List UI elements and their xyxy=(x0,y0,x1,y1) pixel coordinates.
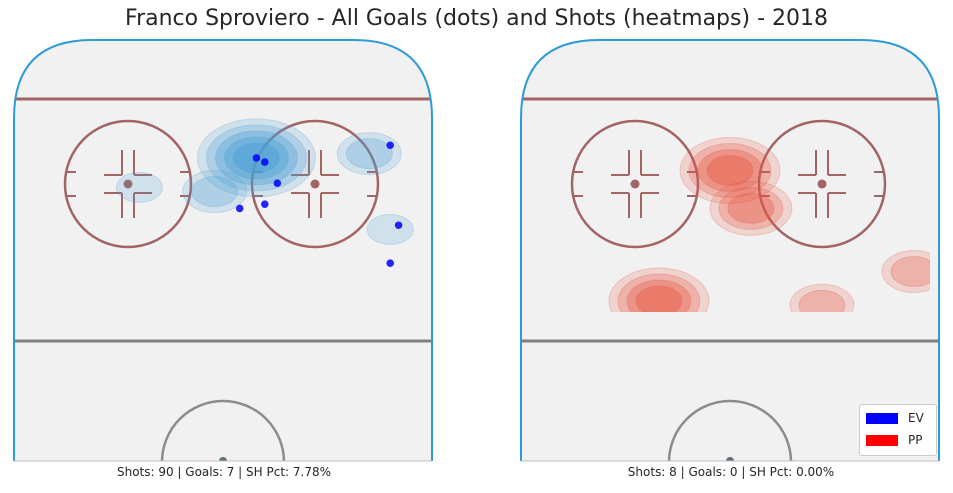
legend: EV PP xyxy=(859,404,937,456)
goal-dot xyxy=(394,221,403,230)
caption-pp: Shots: 8 | Goals: 0 | SH Pct: 0.00% xyxy=(627,465,835,479)
heatmap-contour xyxy=(345,138,393,170)
chart-title: Franco Sproviero - All Goals (dots) and … xyxy=(125,6,828,31)
faceoff-circle xyxy=(757,119,887,249)
rink-markings xyxy=(521,97,939,461)
shot-heatmap xyxy=(608,137,930,312)
heatmap-contour xyxy=(617,273,701,312)
goal-dot xyxy=(252,154,261,162)
goal-dot xyxy=(386,259,395,267)
heatmap-contour xyxy=(688,143,772,199)
center-dot xyxy=(219,457,227,461)
center-dot xyxy=(726,457,734,461)
goal-dot xyxy=(273,179,282,187)
heatmap-contour xyxy=(336,132,402,176)
faceoff-circle xyxy=(63,119,193,249)
heatmap-contour xyxy=(709,180,793,236)
legend-swatch-pp xyxy=(866,434,898,446)
rink-panel-ev xyxy=(13,39,433,462)
ice-surface xyxy=(521,40,939,461)
center-circle xyxy=(160,399,286,461)
heatmap-contour xyxy=(890,256,930,288)
heatmap-contour xyxy=(881,250,930,294)
rink-panel-pp xyxy=(520,39,940,462)
legend-item-ev: EV xyxy=(866,411,924,425)
legend-swatch-ev xyxy=(866,412,898,424)
heatmap-contour xyxy=(789,283,855,312)
heatmap-contour xyxy=(635,285,683,312)
heatmap-contour xyxy=(115,171,163,203)
faceoff-circle xyxy=(250,119,380,249)
boards xyxy=(520,39,940,461)
legend-label-ev: EV xyxy=(908,411,924,425)
faceoff-dot xyxy=(817,179,827,189)
legend-item-pp: PP xyxy=(866,433,922,447)
goal-dot xyxy=(235,204,244,213)
rink-markings xyxy=(14,97,432,461)
faceoff-dot xyxy=(630,179,640,189)
heatmap-contour xyxy=(798,289,846,312)
heatmap-contour xyxy=(697,149,763,193)
heatmap-contour xyxy=(727,192,775,224)
boards xyxy=(13,39,433,461)
faceoff-dot xyxy=(123,179,133,189)
caption-ev: Shots: 90 | Goals: 7 | SH Pct: 7.78% xyxy=(116,465,332,479)
heatmap-contour xyxy=(626,279,692,312)
legend-label-pp: PP xyxy=(908,433,923,447)
shot-heatmap xyxy=(115,118,414,267)
goal-dot xyxy=(261,200,269,208)
heatmap-contour xyxy=(366,213,414,245)
faceoff-dot xyxy=(310,179,320,189)
heatmap-contour xyxy=(706,155,754,187)
heatmap-contour xyxy=(718,186,784,230)
goal-dot xyxy=(386,141,395,150)
heatmap-contour xyxy=(182,170,248,214)
goal-dot xyxy=(261,158,269,166)
center-circle xyxy=(667,399,793,461)
ice-surface xyxy=(14,40,432,461)
faceoff-circle xyxy=(570,119,700,249)
heatmap-contour xyxy=(679,137,781,205)
heatmap-contour xyxy=(191,176,239,208)
heatmap-contour xyxy=(608,267,710,312)
